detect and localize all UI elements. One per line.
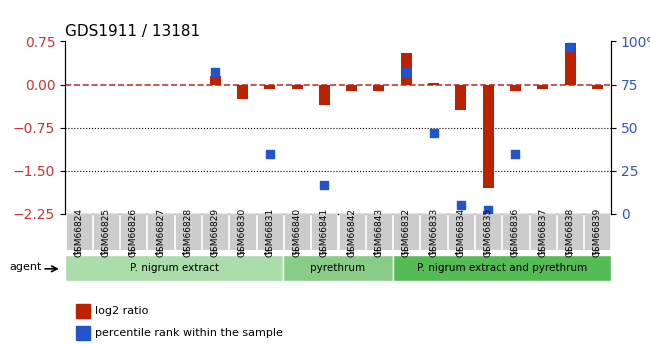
Bar [319,85,330,105]
FancyBboxPatch shape [65,255,283,282]
FancyBboxPatch shape [284,214,310,250]
Text: GSM66833: GSM66833 [429,207,438,257]
FancyBboxPatch shape [502,214,528,250]
FancyBboxPatch shape [311,214,337,250]
FancyBboxPatch shape [393,255,611,282]
Text: P. nigrum extract and pyrethrum: P. nigrum extract and pyrethrum [417,263,587,273]
Text: GSM66837: GSM66837 [538,207,547,257]
Bar [265,85,275,89]
Text: pyrethrum: pyrethrum [311,263,365,273]
Point [456,203,466,208]
Text: GSM66834: GSM66834 [456,207,465,257]
FancyBboxPatch shape [557,214,583,250]
FancyBboxPatch shape [202,214,228,250]
Text: GDS1911 / 13181: GDS1911 / 13181 [65,24,200,39]
Text: GSM66840: GSM66840 [292,207,302,257]
Bar [428,83,439,85]
Bar [592,85,603,89]
Point [510,151,521,156]
Point [319,182,330,187]
Text: GSM66838: GSM66838 [566,207,575,257]
Text: GSM66829: GSM66829 [211,207,220,257]
FancyBboxPatch shape [257,214,283,250]
Text: GSM66832: GSM66832 [402,207,411,257]
Text: GSM66842: GSM66842 [347,207,356,257]
Text: GSM66825: GSM66825 [101,207,111,257]
Bar [76,326,90,340]
Text: GSM66827: GSM66827 [156,207,165,257]
FancyBboxPatch shape [148,214,174,250]
Text: GSM66830: GSM66830 [238,207,247,257]
Bar [346,85,357,91]
Text: GSM66831: GSM66831 [265,207,274,257]
FancyBboxPatch shape [530,214,556,250]
Point [483,208,493,213]
Bar [237,85,248,99]
Bar [292,85,302,89]
FancyBboxPatch shape [448,214,474,250]
FancyBboxPatch shape [93,214,119,250]
Point [210,70,220,75]
Bar [76,304,90,318]
Bar [565,43,575,85]
Text: percentile rank within the sample: percentile rank within the sample [95,328,283,338]
FancyBboxPatch shape [283,255,393,282]
Point [428,130,439,136]
Text: GSM66828: GSM66828 [183,207,192,257]
FancyBboxPatch shape [475,214,501,250]
Text: GSM66826: GSM66826 [129,207,138,257]
Bar [456,85,466,110]
FancyBboxPatch shape [339,214,365,250]
FancyBboxPatch shape [366,214,392,250]
Text: GSM66836: GSM66836 [511,207,520,257]
Point [565,44,575,49]
Text: GSM66843: GSM66843 [374,207,384,257]
FancyBboxPatch shape [229,214,255,250]
Text: GSM66824: GSM66824 [74,207,83,257]
Point [401,70,411,75]
Text: P. nigrum extract: P. nigrum extract [130,263,218,273]
Text: GSM66839: GSM66839 [593,207,602,257]
Text: GSM66835: GSM66835 [484,207,493,257]
Bar [483,85,493,188]
Text: agent: agent [10,262,42,272]
Text: GSM66841: GSM66841 [320,207,329,257]
FancyBboxPatch shape [175,214,201,250]
Bar [401,53,411,85]
Point [265,151,275,156]
Bar [210,76,220,85]
FancyBboxPatch shape [393,214,419,250]
Text: log2 ratio: log2 ratio [95,306,148,316]
Bar [510,85,521,91]
FancyBboxPatch shape [421,214,447,250]
FancyBboxPatch shape [66,214,92,250]
Bar [538,85,548,89]
FancyBboxPatch shape [584,214,610,250]
FancyBboxPatch shape [120,214,146,250]
Bar [374,85,384,91]
